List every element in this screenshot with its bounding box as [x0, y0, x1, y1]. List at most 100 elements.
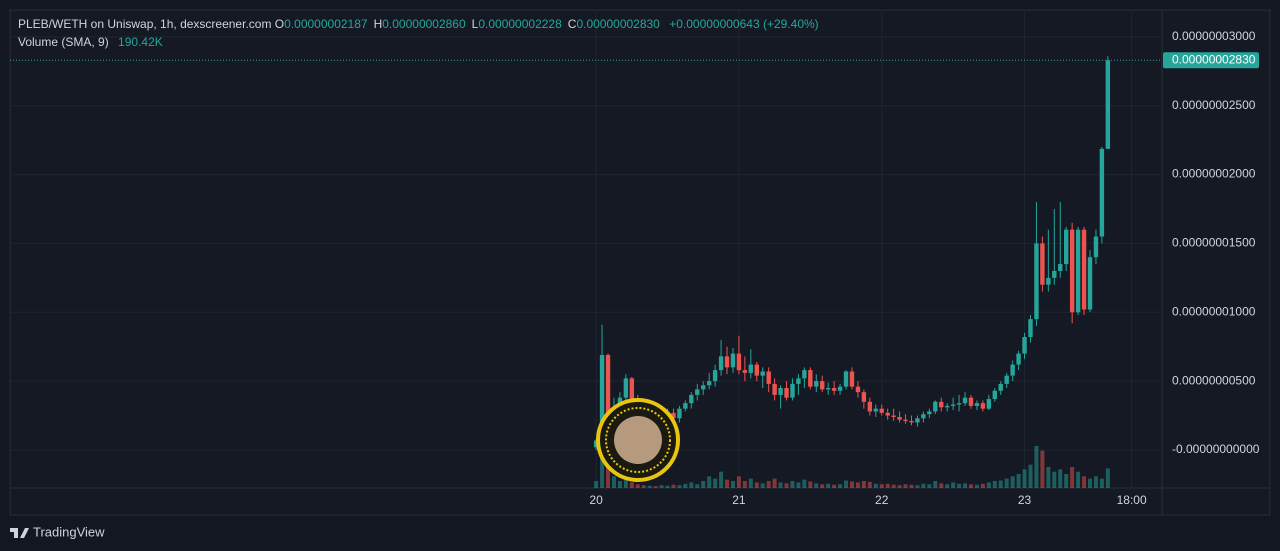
volume-bar	[748, 478, 753, 488]
candle-body	[748, 364, 754, 373]
candle-body	[593, 440, 599, 448]
volume-bar	[766, 481, 771, 488]
volume-bar	[784, 483, 789, 488]
candle-body	[986, 399, 992, 409]
volume-bar	[879, 484, 884, 488]
candle-body	[689, 394, 694, 404]
candle-body	[760, 371, 765, 376]
volume-bar	[921, 483, 926, 488]
volume-bar	[974, 484, 979, 488]
volume-bar	[653, 486, 658, 488]
volume-bar	[730, 481, 735, 488]
volume-bar	[1093, 476, 1098, 488]
volume-bar	[659, 485, 664, 488]
volume-bar	[677, 485, 682, 488]
volume-bar	[719, 471, 724, 488]
volume-bar	[635, 484, 640, 488]
candle-body	[992, 390, 997, 400]
volume-bar	[820, 484, 825, 488]
candle-body	[671, 412, 676, 419]
readout-value: 0.00000002187	[284, 17, 368, 31]
price-readout: PLEB/WETH on Uniswap, 1h, dexscreener.co…	[18, 17, 825, 35]
volume-bar	[1082, 476, 1087, 488]
volume-bar	[629, 482, 634, 488]
volume-bar	[1052, 471, 1057, 488]
volume-bar	[701, 481, 706, 488]
volume-bar	[594, 481, 599, 488]
last-price-label: 0.00000002830	[1172, 52, 1256, 66]
readout-label: O	[274, 17, 285, 31]
candle-body	[897, 416, 902, 420]
readout-value: 0.00000002830	[576, 17, 660, 31]
candle-body	[1028, 319, 1033, 338]
candle-body	[1010, 364, 1015, 376]
change: +0.00000000643 (+29.40%)	[669, 17, 819, 31]
volume-bar	[707, 476, 712, 488]
candle-body	[867, 401, 873, 412]
candle-body	[939, 401, 944, 408]
volume-bar	[915, 485, 920, 488]
volume-bar	[861, 481, 866, 488]
last-price-tag	[1163, 52, 1259, 69]
volume-bar	[832, 484, 837, 488]
candle-body	[956, 403, 962, 405]
candle-body	[754, 364, 759, 376]
x-tick-label: 18:00	[1117, 493, 1147, 507]
volume-bar	[1046, 467, 1051, 488]
volume-bar	[689, 482, 694, 488]
volume-bar	[802, 479, 807, 488]
candle-body	[736, 353, 742, 371]
candle-body	[677, 408, 682, 419]
volume-bar	[957, 483, 962, 488]
candle-body	[1063, 229, 1069, 265]
volume-sma: 190.42K	[118, 35, 163, 49]
volume-bar	[897, 485, 902, 488]
volume-label: Volume (SMA, 9)	[18, 35, 109, 49]
candle-body	[1034, 243, 1039, 320]
candle-body	[1075, 229, 1081, 313]
volume-bar	[909, 484, 914, 488]
candle-body	[855, 386, 861, 393]
candle-body	[629, 378, 635, 402]
candle-body	[861, 392, 867, 402]
candle-body	[695, 389, 700, 395]
candle-body	[825, 388, 831, 390]
brand: TradingView	[33, 524, 105, 539]
candle-body	[772, 383, 777, 395]
chart-title: PLEB/WETH on Uniswap, 1h, dexscreener.co…	[18, 17, 272, 31]
candle-body	[1087, 257, 1093, 310]
volume-bar	[1070, 467, 1075, 488]
volume-bar	[855, 482, 860, 488]
candle-body	[980, 403, 986, 409]
volume-bar	[1105, 468, 1110, 488]
volume-bar	[844, 480, 849, 488]
volume-bar	[778, 482, 783, 488]
volume-bar	[867, 481, 872, 488]
candle-body	[784, 388, 789, 398]
volume-bar	[986, 482, 991, 488]
candle-body	[706, 381, 712, 386]
x-tick-label: 20	[589, 493, 603, 507]
candle-body	[909, 421, 914, 423]
volume-bar	[695, 484, 700, 488]
x-tick-label: 23	[1018, 493, 1032, 507]
candle-body	[933, 401, 938, 412]
candle-body	[730, 353, 736, 368]
volume-bar	[1088, 478, 1092, 488]
candle-body	[796, 378, 801, 384]
candle-body	[962, 397, 968, 404]
coin-logo	[596, 398, 680, 482]
volume-readout: Volume (SMA, 9) 190.42K	[18, 35, 825, 53]
candle-body	[1046, 277, 1051, 285]
volume-bar	[796, 482, 801, 488]
candle-body	[915, 418, 920, 423]
candle-body	[921, 414, 926, 419]
readout-label: L	[471, 17, 479, 31]
volume-bar	[808, 481, 813, 488]
volume-bar	[790, 481, 795, 488]
candle-body	[1093, 236, 1099, 258]
candle-body	[885, 412, 890, 416]
volume-bar	[611, 476, 616, 488]
volume-bar	[891, 484, 896, 488]
y-tick-label: 0.00000002500	[1172, 98, 1256, 112]
